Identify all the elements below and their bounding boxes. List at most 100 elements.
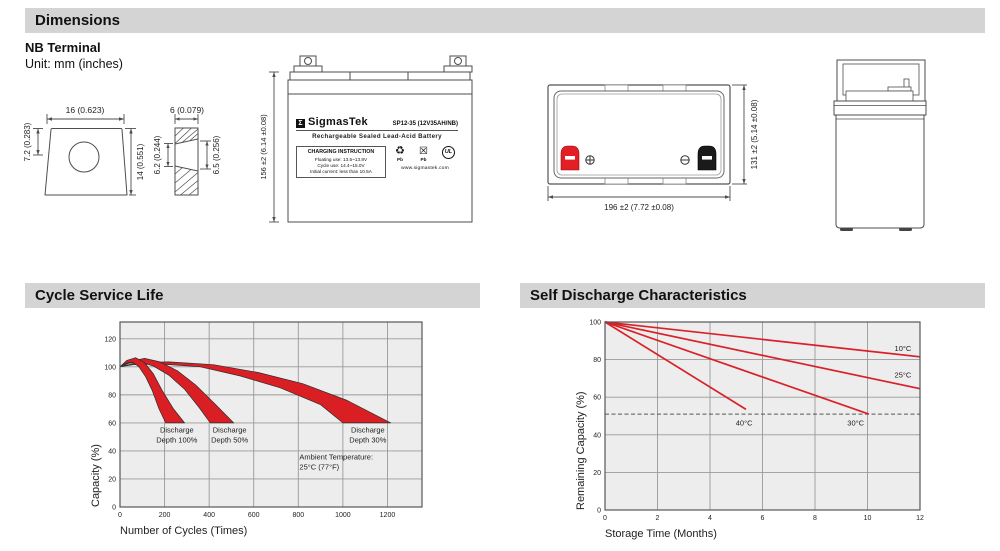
battery-top-view-drawing: 196 ±2 (7.72 ±0.08) 131 ±2 (5.14 ±0.08) <box>547 84 759 212</box>
label-icons-column: ♻ Pb ☒ Pb UL www.sigmastek.com <box>392 146 458 178</box>
y-tick-label: 80 <box>593 357 601 364</box>
series-line <box>604 321 921 358</box>
x-tick-label: 0 <box>603 515 607 522</box>
positive-terminal <box>560 145 580 171</box>
battery-label: Σ SigmasTek SP12-35 (12V35AH/NB) Recharg… <box>296 117 458 179</box>
x-tick-label: 12 <box>916 515 924 522</box>
terminal-section-inner-height-label: 6.2 (0.244) <box>153 135 162 174</box>
terminal-section-shape <box>174 127 199 196</box>
x-axis-title: Number of Cycles (Times) <box>120 525 247 537</box>
charging-instruction-box: CHARGING INSTRUCTION Floating use: 13.5~… <box>296 146 386 179</box>
annotation: Ambient Temperature: <box>299 452 373 461</box>
series-label: 10°C <box>895 344 912 353</box>
terminal-front-shape <box>44 128 128 196</box>
y-axis-title: Capacity (%) <box>90 444 102 507</box>
negative-terminal <box>697 145 717 171</box>
self-discharge-section-header: Self Discharge Characteristics <box>520 283 985 308</box>
nb-terminal-subtitle: NB Terminal <box>25 40 101 55</box>
recycle-pb-icon: ♻ Pb <box>395 145 405 163</box>
terminal-front-drawing: 16 (0.623) 7.2 (0.283) 14 (0.551) <box>23 105 145 196</box>
model-number: SP12-35 (12V35AH/NB) <box>392 121 458 127</box>
battery-side-view-drawing <box>833 59 927 231</box>
annotation: Discharge <box>213 426 247 435</box>
battery-front-view-drawing: 156 ±2 (6.14 ±0.08) <box>259 55 473 223</box>
cycle-section-header: Cycle Service Life <box>25 283 480 308</box>
terminal-section-dimensions <box>164 114 211 170</box>
cycle-service-life-chart: 0 200 400 600 800 1000 1200 0 20 40 60 80 100 120 Disc… <box>90 321 423 537</box>
x-tick-label: 600 <box>248 512 260 519</box>
terminal-front-height-label: 14 (0.551) <box>136 143 145 180</box>
x-tick-label: 2 <box>656 515 660 522</box>
sigmastek-logo-icon: Σ <box>296 119 305 128</box>
ul-listed-icon: UL <box>442 146 455 159</box>
x-tick-label: 6 <box>761 515 765 522</box>
terminal-front-dimensions <box>33 114 136 196</box>
annotation: Depth 50% <box>211 436 248 445</box>
y-tick-label: 60 <box>108 420 116 427</box>
battery-front-height-label: 156 ±2 (6.14 ±0.08) <box>259 114 268 180</box>
charging-line-3: Initial current: less than 10.5A <box>310 169 372 175</box>
battery-front-shape <box>287 55 473 223</box>
terminal-section-drawing: 6 (0.079) 6.2 (0.244) 6.5 (0.256) <box>153 105 221 196</box>
y-tick-label: 0 <box>597 508 601 515</box>
annotation: Depth 100% <box>156 436 198 445</box>
battery-front-dimension <box>269 71 279 223</box>
x-tick-label: 10 <box>864 515 872 522</box>
terminal-front-width-label: 16 (0.623) <box>66 105 105 115</box>
label-bottom: CHARGING INSTRUCTION Floating use: 13.5~… <box>296 146 458 179</box>
y-tick-label: 20 <box>108 476 116 483</box>
charging-line-2: Cycle use: 14.4~15.0V <box>317 163 365 169</box>
annotation: Discharge <box>351 426 385 435</box>
battery-top-shape <box>547 84 731 185</box>
self-discharge-title: Self Discharge Characteristics <box>530 287 747 304</box>
polarity-marks <box>585 155 690 165</box>
plot-border <box>604 321 921 511</box>
x-axis-title: Storage Time (Months) <box>605 528 717 540</box>
x-tick-label: 400 <box>203 512 215 519</box>
annotation: Discharge <box>160 426 194 435</box>
y-tick-label: 60 <box>593 395 601 402</box>
y-tick-label: 40 <box>108 448 116 455</box>
hatch-lines <box>174 127 199 196</box>
website-url: www.sigmastek.com <box>401 166 449 171</box>
plot-border <box>119 321 423 508</box>
x-tick-label: 200 <box>159 512 171 519</box>
annotation: Depth 30% <box>349 436 386 445</box>
battery-top-width-label: 196 ±2 (7.72 ±0.08) <box>604 203 674 212</box>
y-tick-label: 100 <box>589 320 601 327</box>
x-tick-label: 1000 <box>335 512 351 519</box>
brand-name: SigmasTek <box>308 116 368 128</box>
band <box>119 358 235 424</box>
brand-row: Σ SigmasTek SP12-35 (12V35AH/NB) <box>296 117 458 131</box>
y-tick-label: 40 <box>593 432 601 439</box>
series-line <box>604 321 921 390</box>
charging-title: CHARGING INSTRUCTION <box>307 149 375 155</box>
x-tick-label: 0 <box>118 512 122 519</box>
terminal-section-outer-height-label: 6.5 (0.256) <box>212 135 221 174</box>
dimensions-section-header: Dimensions <box>25 8 985 33</box>
terminal-front-upper-height-label: 7.2 (0.283) <box>23 122 32 161</box>
y-tick-label: 20 <box>593 470 601 477</box>
series-line <box>604 321 870 415</box>
y-axis-title: Remaining Capacity (%) <box>575 391 587 510</box>
crossed-bin-pb-icon: ☒ Pb <box>418 146 428 162</box>
x-tick-label: 1200 <box>380 512 396 519</box>
band <box>119 357 185 424</box>
annotation: 25°C (77°F) <box>299 462 339 471</box>
series-label: 30°C <box>847 418 864 427</box>
battery-side-shape <box>833 59 927 231</box>
series-label: 40°C <box>736 418 753 427</box>
x-tick-label: 8 <box>813 515 817 522</box>
terminal-section-width-label: 6 (0.079) <box>170 105 204 115</box>
charging-line-1: Floating use: 13.5~13.8V <box>314 157 368 162</box>
y-tick-label: 0 <box>112 505 116 512</box>
x-tick-label: 4 <box>708 515 712 522</box>
series-label: 25°C <box>895 370 912 379</box>
battery-top-dimensions <box>547 84 747 201</box>
x-tick-label: 800 <box>292 512 304 519</box>
unit-note: Unit: mm (inches) <box>25 57 123 71</box>
y-tick-label: 100 <box>104 364 116 371</box>
battery-top-height-label: 131 ±2 (5.14 ±0.08) <box>750 99 759 169</box>
dimensions-title: Dimensions <box>35 12 121 29</box>
